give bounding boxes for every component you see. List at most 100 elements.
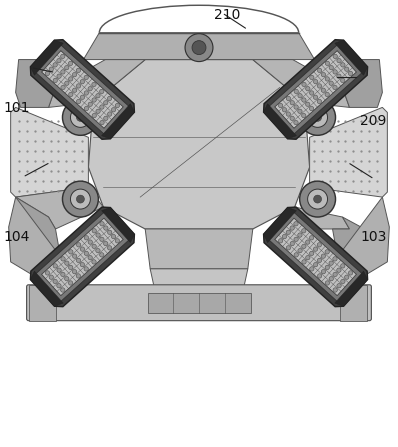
Circle shape — [96, 109, 100, 114]
Circle shape — [72, 88, 77, 93]
Circle shape — [76, 99, 81, 104]
Polygon shape — [263, 207, 368, 307]
Circle shape — [100, 105, 104, 109]
Circle shape — [286, 230, 291, 235]
Circle shape — [92, 82, 96, 87]
Circle shape — [298, 233, 302, 237]
Circle shape — [76, 258, 81, 262]
Circle shape — [279, 103, 283, 108]
Circle shape — [298, 109, 302, 114]
Circle shape — [68, 61, 73, 66]
Circle shape — [282, 234, 287, 239]
Polygon shape — [263, 207, 297, 243]
Circle shape — [104, 116, 108, 121]
Polygon shape — [84, 33, 314, 59]
Circle shape — [88, 240, 92, 244]
Circle shape — [294, 105, 298, 109]
Circle shape — [290, 101, 295, 105]
Circle shape — [333, 54, 338, 59]
Circle shape — [100, 237, 104, 241]
Circle shape — [290, 116, 294, 121]
Circle shape — [325, 281, 330, 285]
Circle shape — [92, 114, 96, 118]
Circle shape — [62, 181, 98, 217]
Circle shape — [68, 281, 73, 285]
Circle shape — [310, 267, 314, 271]
Circle shape — [286, 246, 291, 250]
Polygon shape — [11, 107, 88, 197]
Circle shape — [341, 264, 345, 268]
Circle shape — [96, 249, 100, 253]
Text: 101: 101 — [3, 101, 30, 115]
Circle shape — [62, 99, 98, 135]
Polygon shape — [268, 44, 363, 135]
Circle shape — [317, 99, 322, 104]
Polygon shape — [338, 59, 382, 107]
Polygon shape — [101, 104, 135, 139]
Circle shape — [76, 114, 84, 121]
Bar — [148, 293, 251, 313]
Circle shape — [53, 63, 57, 67]
Circle shape — [325, 77, 330, 81]
Polygon shape — [333, 217, 382, 257]
Circle shape — [333, 288, 338, 292]
Polygon shape — [30, 207, 135, 307]
Circle shape — [310, 91, 314, 95]
Circle shape — [321, 254, 326, 258]
Circle shape — [325, 250, 330, 254]
Circle shape — [88, 87, 92, 91]
Circle shape — [76, 243, 81, 247]
Circle shape — [294, 89, 298, 94]
Circle shape — [107, 96, 112, 101]
Circle shape — [286, 96, 291, 101]
Circle shape — [68, 77, 73, 81]
Circle shape — [61, 272, 65, 277]
Circle shape — [49, 275, 53, 279]
Circle shape — [321, 88, 326, 93]
Polygon shape — [49, 59, 145, 107]
Circle shape — [337, 74, 341, 78]
Circle shape — [92, 98, 96, 102]
Polygon shape — [335, 271, 368, 306]
Circle shape — [314, 262, 318, 267]
Circle shape — [49, 67, 53, 72]
Circle shape — [103, 241, 108, 246]
Polygon shape — [145, 229, 253, 269]
Polygon shape — [310, 107, 387, 197]
Circle shape — [325, 265, 330, 270]
Circle shape — [61, 257, 65, 261]
Circle shape — [279, 239, 283, 243]
Circle shape — [302, 228, 306, 233]
Circle shape — [310, 251, 314, 256]
Circle shape — [282, 108, 287, 112]
Circle shape — [294, 253, 298, 257]
Polygon shape — [275, 51, 356, 128]
Circle shape — [345, 275, 349, 279]
Circle shape — [61, 85, 65, 90]
Polygon shape — [263, 40, 368, 139]
Polygon shape — [335, 40, 368, 75]
Circle shape — [298, 249, 302, 253]
Circle shape — [72, 72, 77, 77]
Circle shape — [76, 274, 80, 278]
Circle shape — [65, 261, 69, 266]
Circle shape — [290, 241, 295, 246]
Circle shape — [64, 277, 69, 281]
Circle shape — [84, 75, 88, 80]
Circle shape — [57, 268, 61, 272]
Circle shape — [329, 277, 334, 281]
Circle shape — [302, 244, 306, 249]
Circle shape — [64, 65, 69, 70]
Circle shape — [302, 114, 306, 118]
Polygon shape — [16, 197, 60, 257]
Circle shape — [92, 260, 96, 264]
Circle shape — [107, 246, 112, 250]
Circle shape — [72, 270, 77, 274]
Polygon shape — [88, 59, 310, 229]
Circle shape — [88, 102, 92, 106]
Circle shape — [107, 230, 112, 235]
Circle shape — [302, 98, 306, 102]
Circle shape — [329, 81, 333, 85]
Circle shape — [84, 251, 88, 256]
Circle shape — [309, 106, 314, 111]
